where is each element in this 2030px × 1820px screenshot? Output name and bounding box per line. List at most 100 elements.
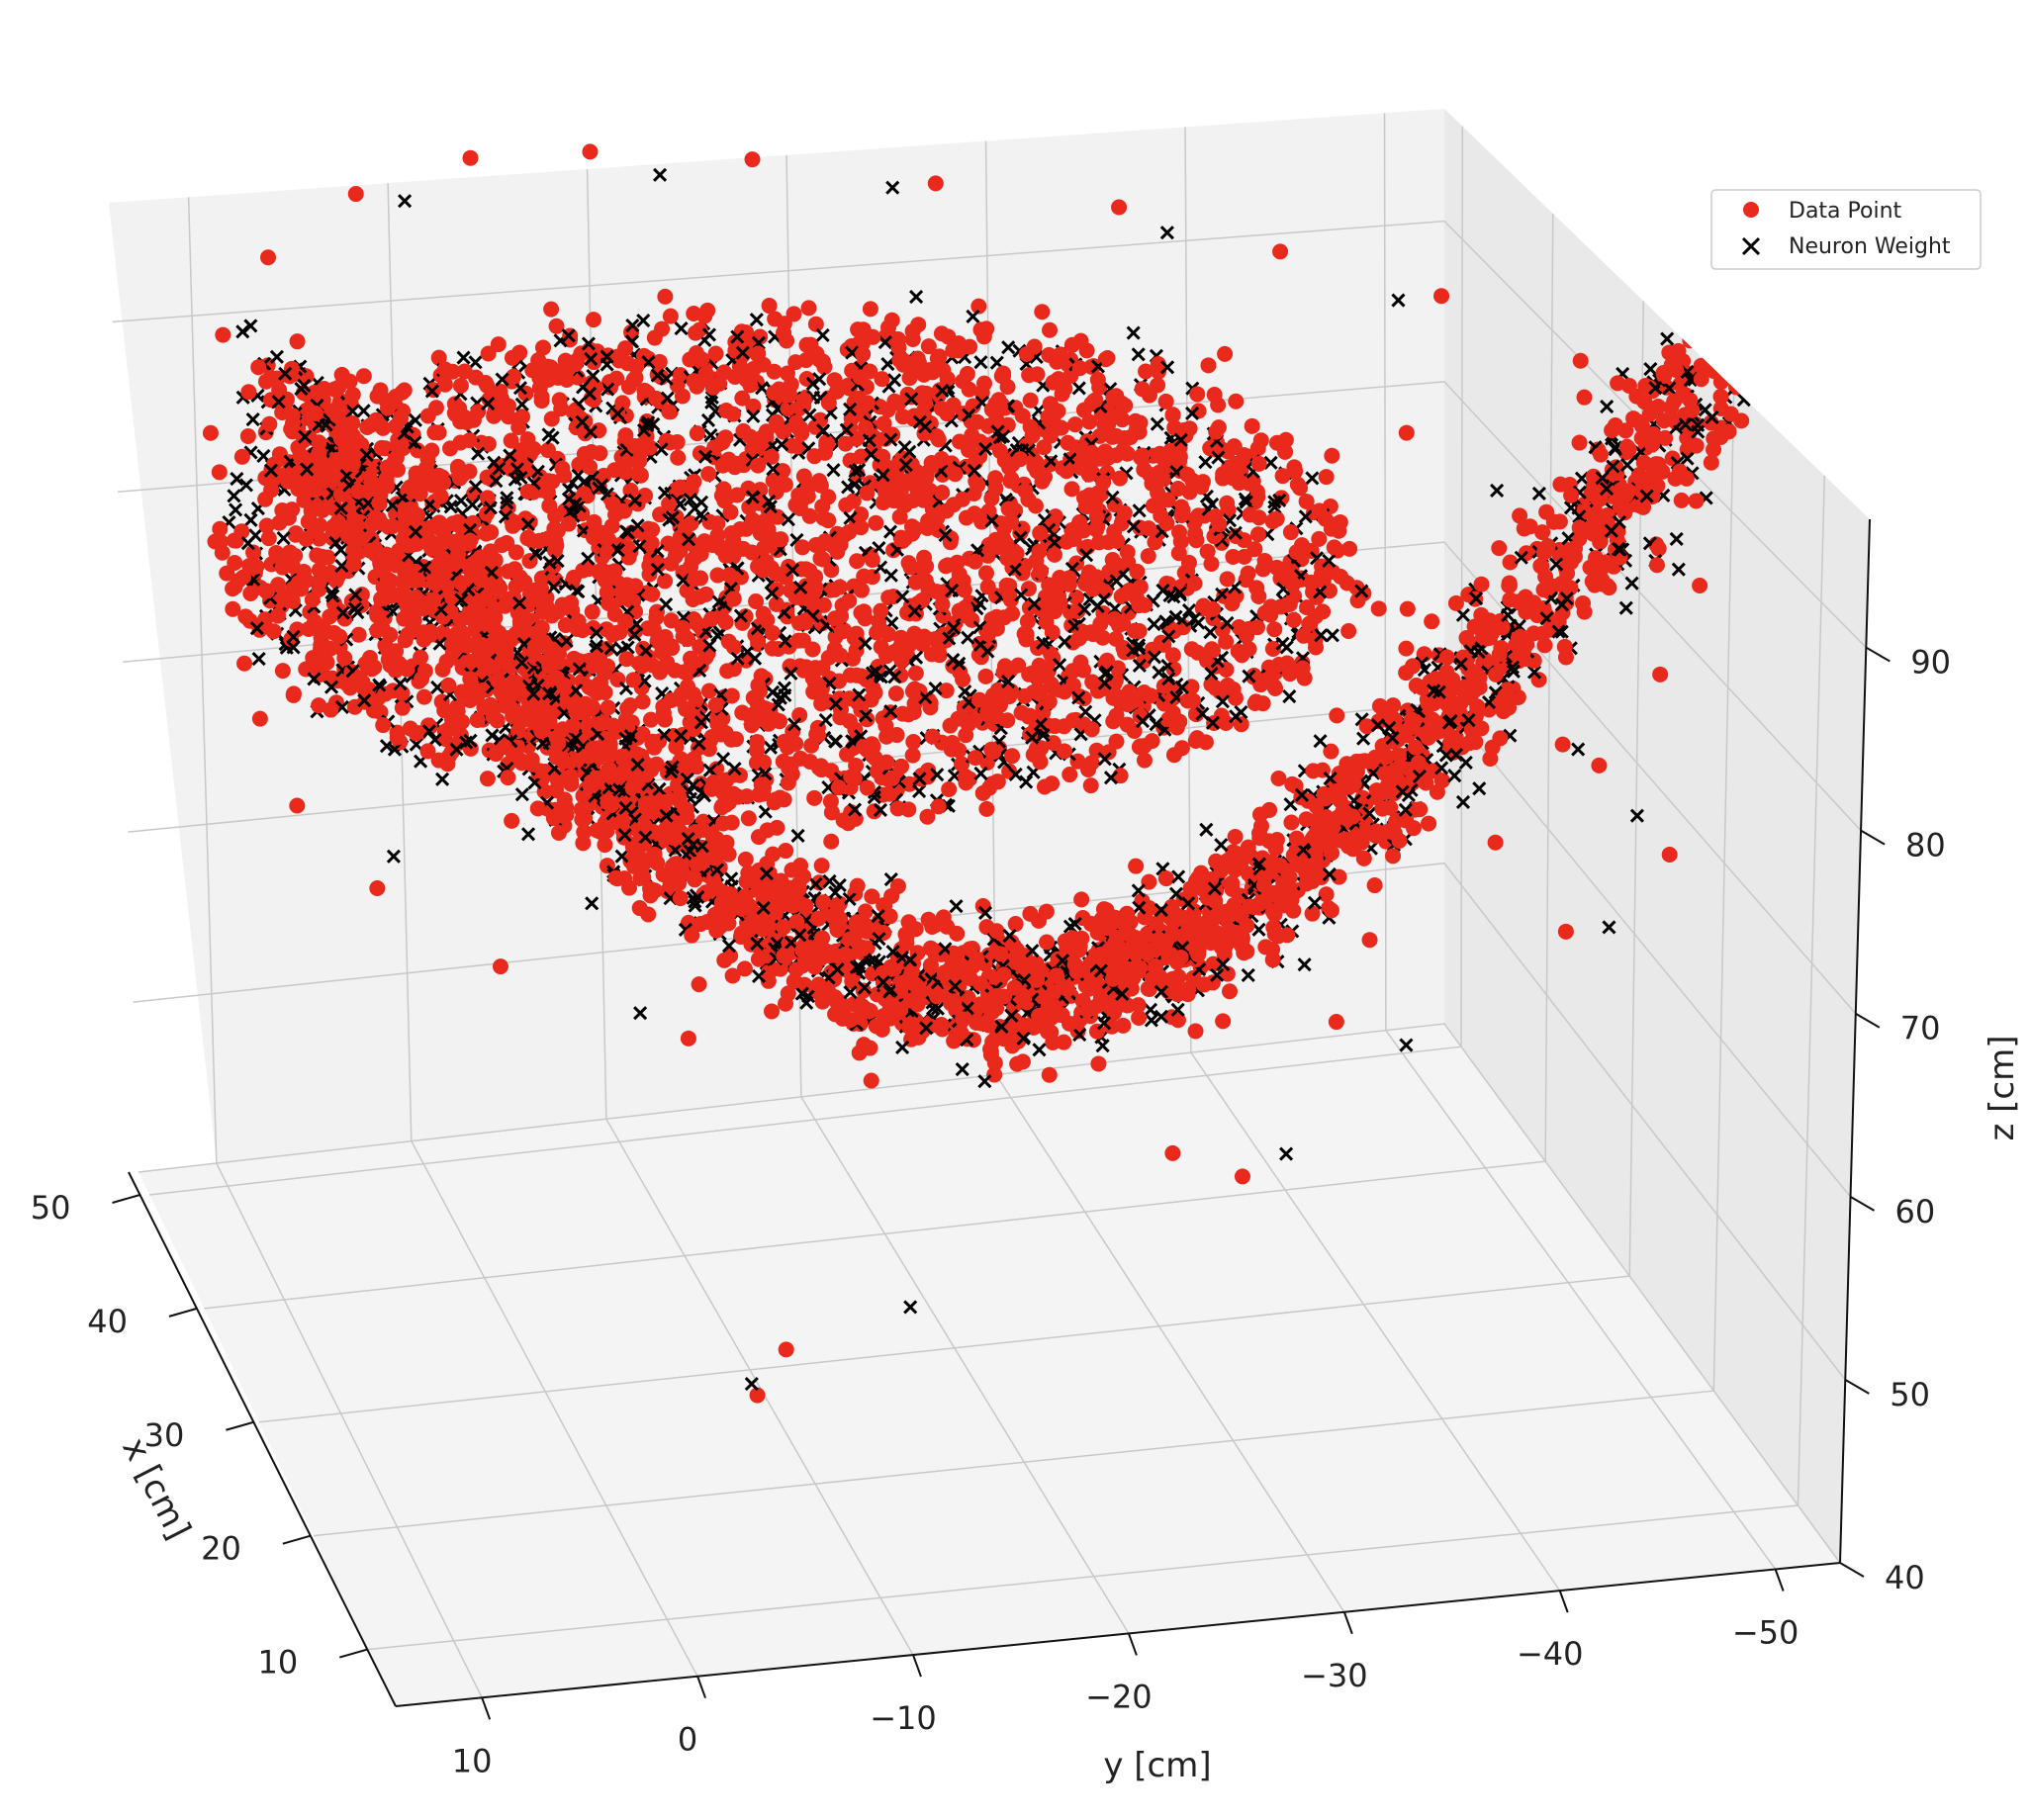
data-point-marker [274,663,291,680]
data-point-marker [500,563,516,580]
neuron-weight-marker [1181,603,1197,618]
data-point-marker [1266,678,1283,694]
data-point-marker [1039,934,1056,951]
data-point-marker [1049,353,1065,370]
data-point-marker [289,333,306,350]
data-point-marker [1136,752,1153,769]
data-point-marker [1157,870,1174,887]
data-point-marker [556,467,573,484]
data-point-marker [1717,327,1734,344]
neuron-weight-marker [1305,471,1320,486]
data-point-marker [859,779,876,796]
data-point-marker [642,711,659,728]
data-point-marker [634,693,651,710]
data-point-marker [879,402,896,418]
data-point-marker [995,368,1012,385]
data-point-marker [958,774,974,791]
neuron-weight-marker [235,324,250,339]
data-point-marker [924,728,941,745]
data-point-marker [1386,711,1403,728]
data-point-marker [480,657,497,674]
data-point-marker [533,619,550,636]
data-point-marker [1706,441,1722,458]
data-point-marker [1407,739,1424,756]
data-point-marker [1223,906,1240,923]
data-point-marker [566,569,583,586]
grid-line [133,862,1846,1381]
data-point-marker [1152,445,1168,462]
data-point-marker [767,311,784,327]
data-point-marker [856,568,873,585]
grid-line [1712,388,1735,1392]
neuron-weight-marker [790,828,805,844]
grid-line [112,220,1867,649]
data-point-marker [1034,473,1051,490]
data-point-marker [400,626,416,643]
data-point-marker [593,824,609,841]
data-point-marker [864,888,880,905]
data-point-marker [1278,596,1295,613]
neuron-weight-marker [1526,665,1542,680]
data-point-marker [689,856,705,872]
data-point-marker [750,829,767,846]
grid-line [785,154,1130,1634]
data-point-marker [646,329,663,346]
data-point-marker [1090,534,1107,551]
data-point-marker [674,388,691,405]
data-point-marker [1136,461,1153,478]
data-point-marker [1421,815,1437,832]
data-point-marker [1073,891,1090,908]
data-point-marker [719,663,736,680]
data-point-marker [887,685,904,702]
data-point-marker [779,332,795,349]
data-point-marker [369,607,386,624]
data-point-marker [1592,446,1609,463]
data-point-marker [325,517,342,534]
data-point-marker [458,413,475,430]
data-point-marker [935,607,952,624]
data-point-marker [784,862,800,878]
neuron-weight-marker [909,290,924,305]
data-point-marker [1283,814,1300,831]
data-point-marker [798,336,815,353]
data-point-marker [1436,676,1453,692]
data-point-marker [1703,454,1719,471]
data-point-marker [1033,563,1050,580]
neuron-weight-marker [1455,794,1471,810]
data-point-marker [1264,640,1281,657]
data-point-marker [734,390,751,407]
data-point-marker [1131,597,1148,614]
data-point-marker [461,432,478,449]
data-point-marker [1282,524,1299,541]
grid-line [258,1275,1630,1423]
data-point-marker [1716,343,1733,360]
data-point-marker [541,498,558,514]
data-point-marker [1187,1023,1204,1040]
data-point-marker [1189,386,1206,403]
data-point-marker [764,640,781,657]
data-point-marker [1230,643,1246,660]
data-point-marker [823,833,840,850]
data-point-marker [479,771,496,787]
data-point-marker [511,344,528,361]
data-point-marker [1060,434,1076,451]
data-point-marker [261,415,278,432]
data-point-marker [506,368,522,385]
data-point-marker [1595,576,1612,592]
data-point-marker [813,536,830,553]
data-point-marker [436,702,453,719]
data-point-marker [1405,658,1422,675]
data-point-marker [530,352,547,369]
data-point-marker [1164,704,1181,721]
data-point-marker [919,808,936,825]
neuron-weight-marker [1455,607,1470,622]
data-point-marker [586,529,602,546]
data-point-marker [489,712,506,729]
data-point-marker [240,384,257,401]
data-point-marker [898,929,915,946]
data-point-marker [508,544,524,561]
data-point-marker [1061,767,1078,783]
grid-line [138,1023,1841,1564]
data-point-marker [670,449,687,466]
data-point-marker [795,468,812,485]
